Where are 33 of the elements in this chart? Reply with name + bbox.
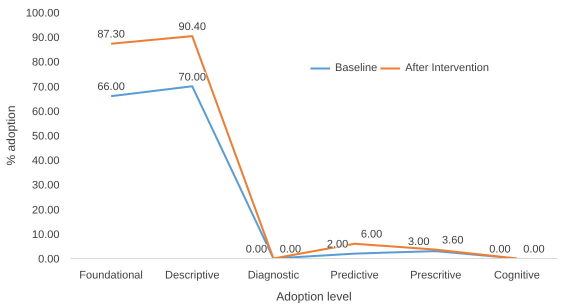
- data-label: 3.60: [442, 234, 464, 247]
- x-tick-label: Predictive: [330, 270, 379, 282]
- data-label: 0.00: [489, 244, 511, 256]
- y-tick-label: 100.00: [26, 8, 60, 20]
- data-label: 87.30: [97, 28, 125, 41]
- y-tick-label: 10.00: [32, 228, 60, 241]
- x-tick-label: Diagnostic: [248, 270, 300, 282]
- data-label: 6.00: [360, 228, 382, 241]
- y-tick-label: 50.00: [32, 130, 60, 142]
- x-tick-label: Foundational: [79, 270, 143, 282]
- y-tick-label: 0.00: [38, 254, 60, 266]
- data-label: 0.00: [280, 244, 302, 256]
- x-axis-title: Adoption level: [276, 290, 352, 304]
- data-label: 3.00: [408, 236, 430, 248]
- data-label: 2.00: [326, 238, 348, 251]
- y-tick-label: 20.00: [32, 204, 60, 216]
- legend-label: After Intervention: [405, 62, 489, 74]
- y-tick-label: 80.00: [32, 56, 60, 69]
- x-tick-label: Cognitive: [494, 270, 540, 282]
- y-tick-label: 70.00: [32, 81, 60, 94]
- y-tick-label: 60.00: [32, 106, 60, 118]
- y-tick-label: 40.00: [32, 155, 60, 168]
- data-label: 70.00: [178, 71, 206, 84]
- x-tick-label: Prescritive: [410, 270, 462, 282]
- data-label: 66.00: [97, 81, 125, 94]
- legend-label: Baseline: [335, 62, 378, 74]
- data-label: 90.40: [178, 21, 206, 34]
- data-label: 0.00: [523, 244, 545, 256]
- data-label: 0.00: [246, 244, 268, 256]
- x-tick-label: Descriptive: [165, 270, 220, 282]
- y-tick-label: 30.00: [32, 180, 60, 192]
- y-axis-title: % adoption: [4, 105, 18, 166]
- y-tick-label: 90.00: [32, 32, 60, 44]
